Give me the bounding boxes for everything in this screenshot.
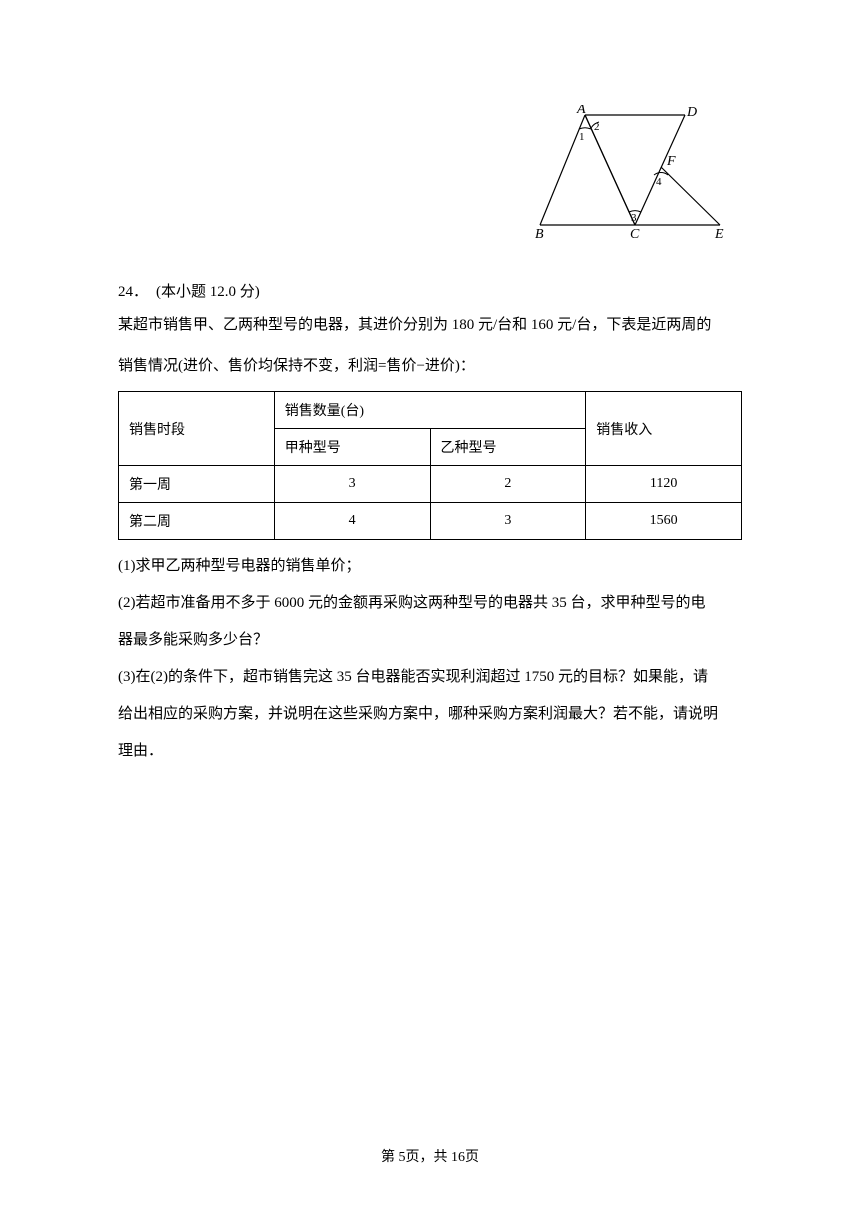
sub-question-2-line2: 器最多能采购多少台？ xyxy=(118,624,742,657)
page-footer: 第 5页，共 16页 xyxy=(0,1146,860,1166)
cell-type-b: 2 xyxy=(430,466,586,503)
cell-revenue: 1560 xyxy=(586,503,742,540)
label-B: B xyxy=(535,227,544,240)
cell-period: 第二周 xyxy=(119,503,275,540)
cell-type-b: 3 xyxy=(430,503,586,540)
header-revenue: 销售收入 xyxy=(586,392,742,466)
angle-1: 1 xyxy=(579,131,585,143)
footer-suffix: 页 xyxy=(465,1150,479,1165)
footer-middle: 页，共 xyxy=(406,1150,452,1165)
table-header-row1: 销售时段 销售数量(台) 销售收入 xyxy=(119,392,742,429)
sales-table: 销售时段 销售数量(台) 销售收入 甲种型号 乙种型号 第一周 3 2 1120… xyxy=(118,391,742,540)
question-intro-line1: 某超市销售甲、乙两种型号的电器，其进价分别为 180 元/台和 160 元/台，… xyxy=(118,309,742,342)
angle-2: 2 xyxy=(594,121,600,133)
sub-question-1: (1)求甲乙两种型号电器的销售单价； xyxy=(118,550,742,583)
label-E: E xyxy=(714,227,724,240)
header-quantity: 销售数量(台) xyxy=(274,392,586,429)
footer-prefix: 第 xyxy=(381,1150,399,1165)
label-F: F xyxy=(666,154,676,169)
cell-type-a: 3 xyxy=(274,466,430,503)
question-intro-line2: 销售情况(进价、售价均保持不变，利润=售价−进价)： xyxy=(118,350,742,383)
label-D: D xyxy=(686,105,697,120)
cell-period: 第一周 xyxy=(119,466,275,503)
sub-question-2-line1: (2)若超市准备用不多于 6000 元的金额再采购这两种型号的电器共 35 台，… xyxy=(118,587,742,620)
header-period: 销售时段 xyxy=(119,392,275,466)
angle-3: 3 xyxy=(631,212,637,224)
question-points: (本小题 12.0 分) xyxy=(156,284,260,300)
table-row: 第一周 3 2 1120 xyxy=(119,466,742,503)
header-type-b: 乙种型号 xyxy=(430,429,586,466)
sub-question-3-line1: (3)在(2)的条件下，超市销售完这 35 台电器能否实现利润超过 1750 元… xyxy=(118,661,742,694)
label-A: A xyxy=(576,105,586,117)
label-C: C xyxy=(630,227,640,240)
table-row: 第二周 4 3 1560 xyxy=(119,503,742,540)
header-type-a: 甲种型号 xyxy=(274,429,430,466)
angle-4: 4 xyxy=(656,176,662,188)
sub-question-3-line2: 给出相应的采购方案，并说明在这些采购方案中，哪种采购方案利润最大？若不能，请说明 xyxy=(118,698,742,731)
cell-type-a: 4 xyxy=(274,503,430,540)
cell-revenue: 1120 xyxy=(586,466,742,503)
question-number: 24． xyxy=(118,284,148,300)
question-header: 24． (本小题 12.0 分) xyxy=(118,280,742,301)
sub-question-3-line3: 理由． xyxy=(118,735,742,768)
footer-page-total: 16 xyxy=(451,1150,465,1165)
geometry-diagram: A B C D E F 1 2 3 4 xyxy=(535,105,730,245)
footer-page-current: 5 xyxy=(399,1150,406,1165)
